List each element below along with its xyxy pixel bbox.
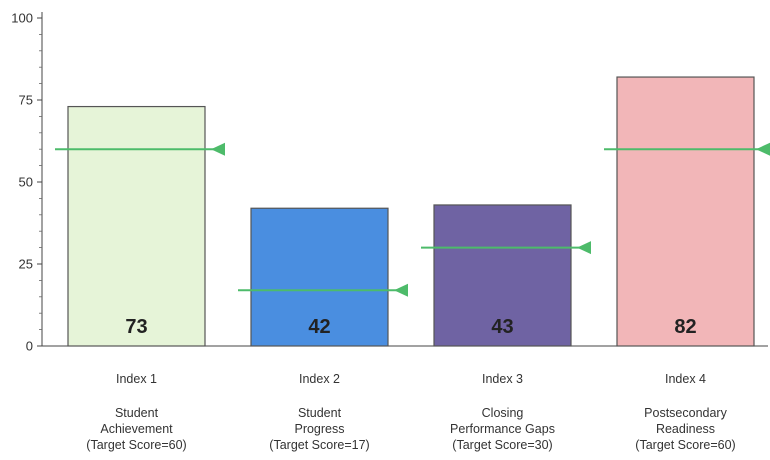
category-description: (Target Score=30) (452, 438, 552, 452)
category-label: Index 2 (299, 372, 340, 386)
bar (616, 76, 755, 347)
bar-value-label: 43 (491, 316, 513, 338)
category-description: (Target Score=60) (86, 438, 186, 452)
y-tick-label: 100 (11, 11, 33, 26)
y-tick-label: 25 (19, 257, 33, 272)
category-description: Postsecondary (644, 406, 727, 420)
y-tick-label: 50 (19, 175, 33, 190)
category-description: Student (115, 406, 159, 420)
category-description: Student (298, 406, 342, 420)
target-marker (577, 241, 591, 255)
y-tick-label: 75 (19, 93, 33, 108)
category-description: (Target Score=17) (269, 438, 369, 452)
category-description: Closing (482, 406, 524, 420)
category-description: Achievement (100, 422, 173, 436)
bars (67, 76, 755, 347)
bar-value-label: 73 (125, 316, 147, 338)
target-marker (211, 142, 225, 156)
category-description: Progress (294, 422, 344, 436)
bar (250, 207, 389, 347)
bar (433, 204, 572, 347)
target-marker (756, 142, 770, 156)
target-marker (394, 283, 408, 297)
category-label: Index 4 (665, 372, 706, 386)
category-label: Index 1 (116, 372, 157, 386)
bar-value-label: 42 (308, 316, 330, 338)
category-description: Performance Gaps (450, 422, 555, 436)
labels: 73 42 43 82 Index 1 Student Achievement (Target… (86, 316, 735, 452)
category-description: Readiness (656, 422, 715, 436)
category-description: (Target Score=60) (635, 438, 735, 452)
bar (67, 105, 206, 347)
y-tick-label: 0 (26, 339, 33, 354)
target-markers (55, 142, 770, 297)
category-label: Index 3 (482, 372, 523, 386)
bar-value-label: 82 (674, 316, 696, 338)
